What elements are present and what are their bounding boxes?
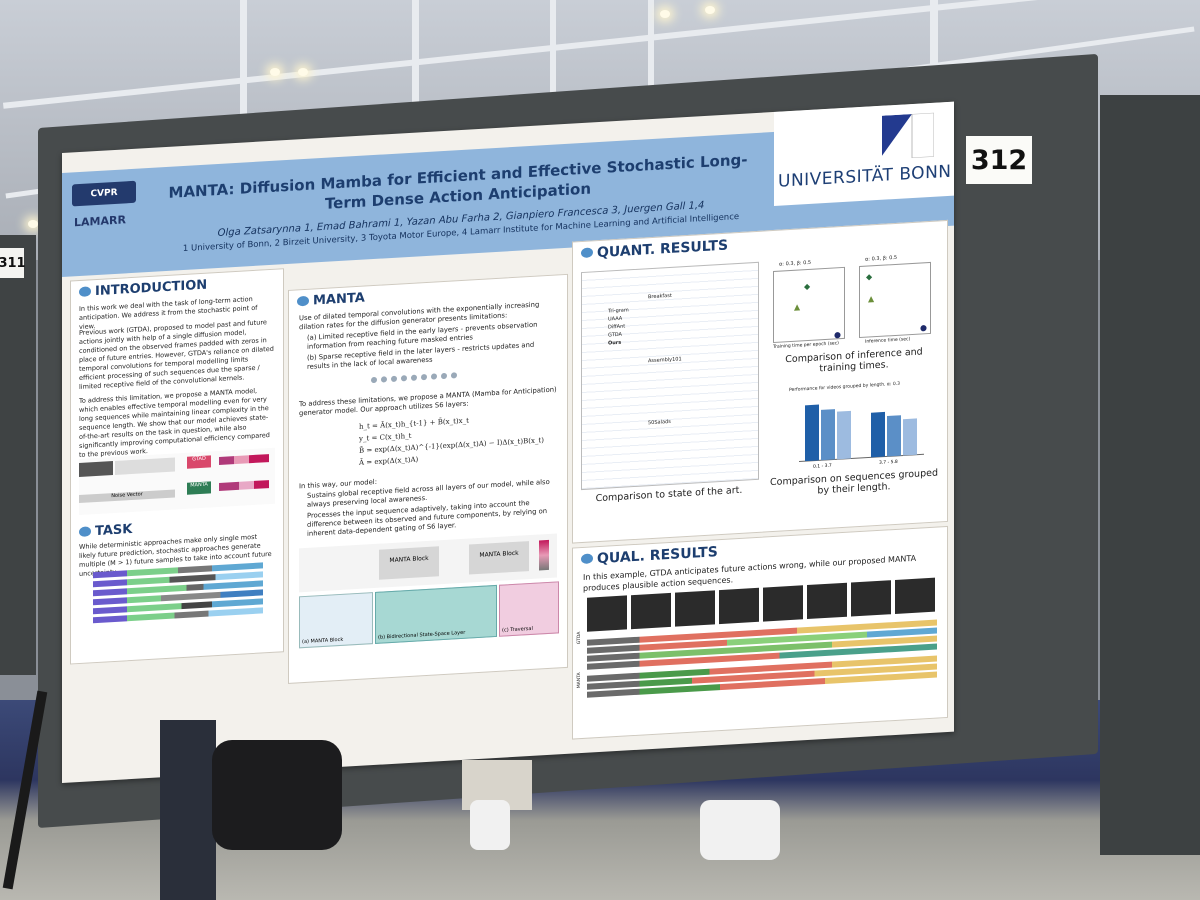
scatter-point: ◆ — [866, 272, 873, 282]
video-frame — [807, 582, 847, 620]
video-frame — [763, 585, 803, 622]
equation-1: h_t = Ā(x_t)h_{t-1} + B̄(x_t)x_t — [359, 416, 469, 431]
scatter-title-2: α: 0.3, β: 0.5 — [865, 254, 898, 263]
equation-4: Ā = exp(Δ(x_t)A) — [359, 455, 419, 467]
bar-ours-1 — [871, 411, 885, 458]
qual-row-label-manta: MANTA — [577, 672, 582, 689]
past-frames — [79, 461, 113, 478]
manta-icon — [581, 247, 593, 259]
future-frames — [115, 457, 175, 475]
video-frame — [895, 577, 935, 614]
scatter-title-1: α: 0.3, β: 0.5 — [779, 259, 812, 268]
backpack — [212, 740, 342, 850]
column-manta: MANTA Use of dilated temporal convolutio… — [288, 273, 568, 684]
ceiling-truss — [550, 0, 556, 165]
training-time-plot: ◆ ▲ ● — [773, 266, 845, 344]
ceiling-truss — [412, 0, 419, 180]
length-caption: Comparison on sequences grouped by their… — [770, 467, 938, 497]
scatter-point: ▲ — [868, 294, 875, 304]
board-number-card: 312 — [966, 136, 1032, 184]
section-title-quant: QUANT. RESULTS — [581, 238, 728, 262]
manta-icon — [79, 526, 91, 538]
results-table: Breakfast Assembly101 50Salads Tri-gram … — [581, 261, 759, 491]
video-frame — [587, 595, 627, 632]
video-frame — [851, 580, 891, 617]
video-frame — [719, 587, 759, 625]
manta-icon — [581, 553, 593, 565]
qual-row-label-gtda: GTDA — [577, 631, 582, 645]
equation-2: y_t = C(x_t)h_t — [359, 431, 412, 443]
person-shoes — [700, 800, 780, 860]
section-qual-results: QUAL. RESULTS In this example, GTDA anti… — [572, 525, 948, 740]
manta-paragraph-2: To address these limitations, we propose… — [299, 385, 557, 418]
scatter-point: ◆ — [804, 281, 811, 292]
inference-time-plot: ◆ ▲ ● — [859, 261, 931, 339]
gtad-output — [219, 454, 269, 465]
x-tick-label: 3.7 - 5.8 — [879, 459, 898, 466]
ceiling-light — [660, 10, 670, 18]
section-title-introduction: INTRODUCTION — [79, 278, 207, 300]
timing-scatter-figure: ◆ ▲ ● ◆ ▲ ● α: 0.3, β: 0.5 α: 0.3, β: 0.… — [769, 247, 939, 353]
neighbor-board-right — [1100, 95, 1200, 855]
video-frame — [675, 590, 715, 627]
person-legs — [160, 720, 216, 900]
scatter-xlabel-2: Inference time (sec) — [865, 337, 911, 345]
cvpr-logo: CVPR — [72, 180, 136, 207]
bar-transf-0 — [837, 410, 851, 460]
bar-chart-svg: 0.1 - 3.7 3.7 - 5.8 — [799, 404, 924, 470]
ceiling-truss — [648, 0, 654, 150]
x-tick-label: 0.1 - 3.7 — [813, 463, 832, 470]
ceiling-light — [705, 6, 715, 14]
output-bar — [539, 539, 549, 571]
task-samples-figure — [79, 562, 275, 629]
scatter-point: ● — [920, 323, 927, 333]
university-emblem-icon — [882, 112, 934, 159]
bar-ours-0 — [805, 404, 819, 462]
intro-diagram: GTAD MANTA Noise Vector — [79, 447, 275, 516]
bar-gtda-0 — [821, 409, 835, 461]
column-introduction: INTRODUCTION In this work we deal with t… — [70, 268, 284, 665]
bar-gtda-1 — [887, 415, 901, 457]
manta-block-2: MANTA Block — [469, 541, 529, 575]
manta-block: MANTA — [187, 481, 211, 495]
neighbor-board-number: 311 — [0, 248, 26, 278]
person-shoe — [470, 800, 510, 850]
gtad-block: GTAD — [187, 455, 211, 469]
ceiling-light — [298, 68, 308, 76]
manta-block-diagram: (a) MANTA Block — [299, 592, 373, 649]
length-bar-chart: Performance for videos grouped by length… — [779, 378, 929, 473]
traversal-diagram: (c) Traversal — [499, 581, 559, 637]
dilation-diagram — [371, 372, 457, 384]
ceiling-truss — [240, 0, 247, 200]
scatter-point: ▲ — [794, 302, 801, 312]
ceiling-light — [270, 68, 280, 76]
manta-block-1: MANTA Block — [379, 546, 439, 580]
scatter-point: ● — [834, 330, 841, 340]
bidirectional-ssm-diagram: (b) Bidirectional State-Space Layer — [375, 584, 497, 644]
section-title-task: TASK — [79, 522, 132, 540]
noise-vector: Noise Vector — [79, 489, 175, 504]
poster: UNIVERSITÄT BONN CVPR LAMARR MANTA: Diff… — [62, 101, 954, 783]
manta-output — [219, 480, 269, 491]
manta-icon — [297, 295, 309, 307]
column-quant-results: QUANT. RESULTS Breakfast Assembly101 50S… — [572, 219, 948, 544]
bar-transf-1 — [903, 418, 917, 456]
manta-icon — [79, 286, 91, 298]
video-frame — [631, 592, 671, 630]
neighbor-board — [0, 235, 36, 675]
ceiling-light — [28, 220, 38, 228]
intro-paragraph-2: Previous work (GTDA), proposed to model … — [79, 318, 274, 392]
section-title-manta: MANTA — [297, 291, 365, 310]
